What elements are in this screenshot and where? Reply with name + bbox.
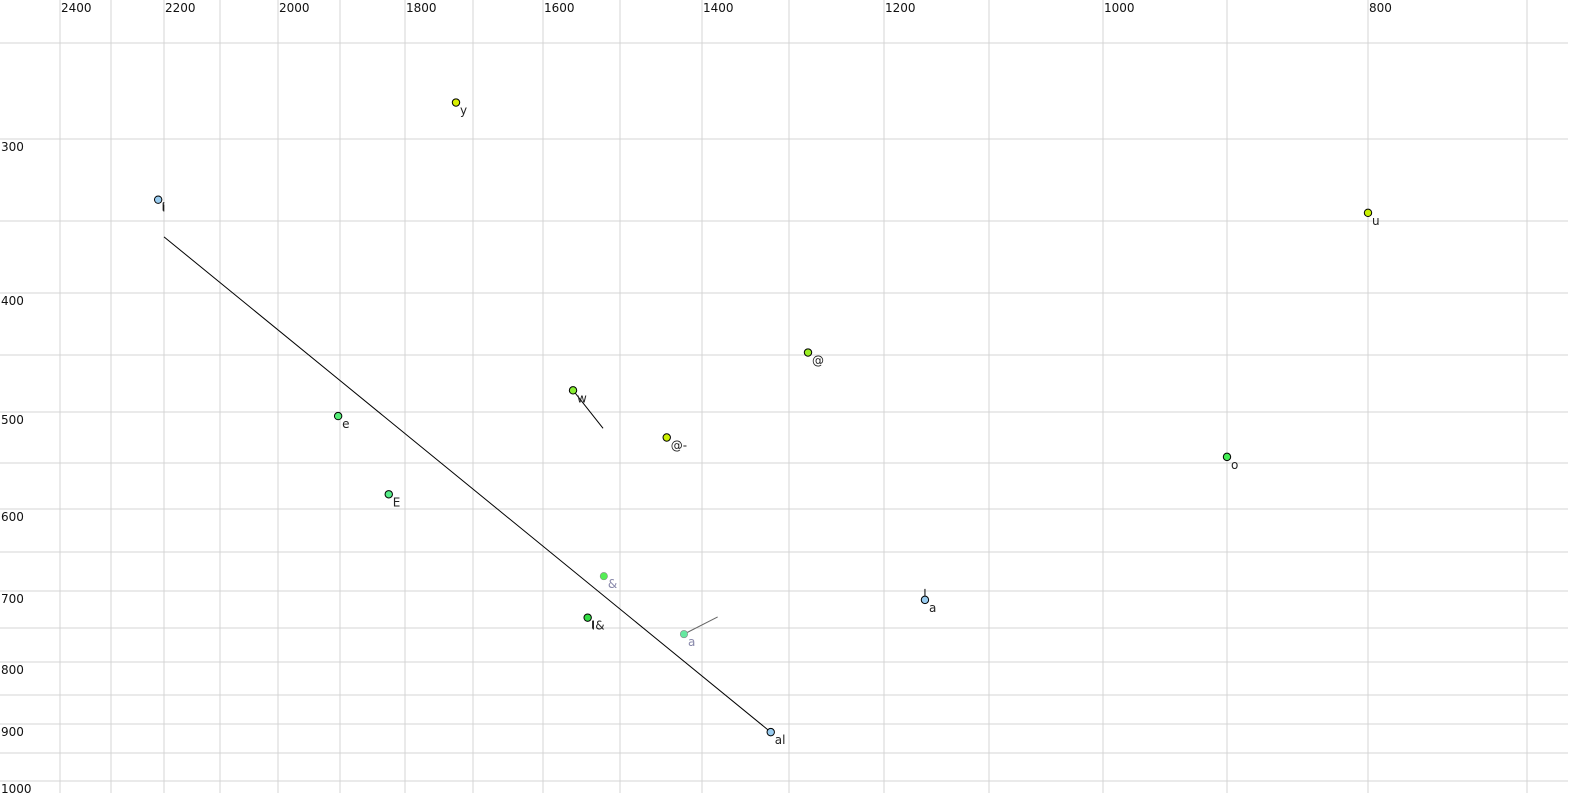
x-tick-label: 1400 xyxy=(703,1,734,15)
x-tick-label: 1200 xyxy=(885,1,916,15)
x-tick-label: 1600 xyxy=(544,1,575,15)
point-label: o xyxy=(1231,458,1238,472)
point-label: u xyxy=(1372,214,1380,228)
point-label: E xyxy=(393,495,401,509)
data-point xyxy=(583,613,592,622)
data-point xyxy=(599,572,608,581)
point-label: & xyxy=(608,577,617,591)
point-label: @ xyxy=(812,354,824,368)
data-point xyxy=(679,630,688,639)
point-label: @- xyxy=(671,439,687,453)
data-point xyxy=(568,386,578,395)
trajectory-line xyxy=(572,390,604,429)
point-label: a xyxy=(688,635,695,649)
x-tick-label: 2000 xyxy=(279,1,310,15)
x-tick-label: 800 xyxy=(1369,1,1392,15)
data-point xyxy=(384,490,393,499)
data-point xyxy=(153,195,163,204)
point-label: I& xyxy=(592,619,605,633)
x-tick-label: 2400 xyxy=(61,1,92,15)
data-point xyxy=(1363,208,1373,218)
data-point xyxy=(803,348,813,357)
y-tick-label: 700 xyxy=(1,592,24,606)
y-tick-label: 600 xyxy=(1,510,24,524)
x-tick-label: 1000 xyxy=(1104,1,1135,15)
y-tick-label: 900 xyxy=(1,725,24,739)
y-tick-label: 500 xyxy=(1,413,24,427)
point-label: e xyxy=(342,417,349,431)
x-tick-label: 1800 xyxy=(406,1,437,15)
point-label: y xyxy=(460,104,467,118)
data-point xyxy=(451,98,461,107)
trajectory-line xyxy=(683,616,718,635)
data-point xyxy=(920,595,930,605)
data-point xyxy=(662,433,671,442)
data-point xyxy=(766,727,775,737)
point-label: al xyxy=(775,733,786,747)
y-tick-label: 1000 xyxy=(1,782,32,796)
data-point xyxy=(333,411,343,421)
point-label: w xyxy=(577,391,587,405)
y-tick-label: 400 xyxy=(1,294,24,308)
data-point xyxy=(1222,452,1232,462)
point-label: a xyxy=(929,601,936,615)
x-tick-label: 2200 xyxy=(165,1,196,15)
trajectory-line xyxy=(163,236,772,733)
y-tick-label: 300 xyxy=(1,140,24,154)
y-tick-label: 800 xyxy=(1,663,24,677)
point-label: i xyxy=(162,201,165,215)
